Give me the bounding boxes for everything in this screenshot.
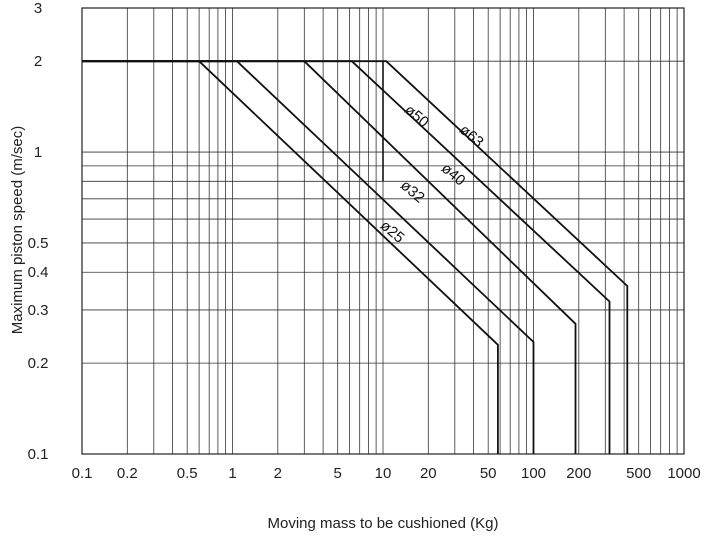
series-label: ø63	[456, 121, 487, 151]
series-label: ø50	[401, 101, 432, 131]
x-axis-label: Moving mass to be cushioned (Kg)	[268, 515, 499, 532]
x-tick-label: 5	[334, 465, 342, 482]
y-tick-label: 1	[34, 144, 42, 161]
x-tick-label: 0.5	[177, 465, 198, 482]
series-line-5	[82, 60, 629, 454]
series-line-2	[82, 60, 535, 454]
grid-minor	[82, 8, 684, 454]
y-tick-label: 0.2	[28, 355, 49, 372]
x-tick-label: 0.1	[72, 465, 93, 482]
y-tick-label: 0.4	[28, 264, 49, 281]
x-tick-label: 50	[480, 465, 497, 482]
x-tick-label: 20	[420, 465, 437, 482]
x-tick-label: 200	[566, 465, 591, 482]
series-line-3	[82, 60, 577, 454]
series-layer	[82, 60, 629, 454]
y-tick-label: 2	[34, 53, 42, 70]
x-tick-label: 500	[626, 465, 651, 482]
x-tick-label: 100	[521, 465, 546, 482]
series-line-4	[82, 60, 611, 454]
y-tick-label: 0.3	[28, 302, 49, 319]
x-tick-label: 1000	[667, 465, 700, 482]
x-tick-label: 0.2	[117, 465, 138, 482]
plot-frame	[81, 7, 685, 455]
y-tick-label: 3	[34, 0, 42, 17]
x-tick-label: 1	[228, 465, 236, 482]
y-tick-labels: 0.1 0.2 0.3 0.4 0.5 1 2 3	[28, 0, 49, 463]
y-tick-label: 0.5	[28, 235, 49, 252]
x-tick-label: 2	[274, 465, 282, 482]
series-label: ø40	[438, 160, 469, 190]
x-tick-labels: 0.1 0.2 0.5 1 2 5 10 20 50 100 200 500 1000	[72, 465, 701, 482]
series-label: ø25	[377, 217, 408, 247]
series-line-1	[82, 60, 499, 454]
x-tick-label: 10	[375, 465, 392, 482]
y-axis-label: Maximum piston speed (m/sec)	[9, 126, 26, 334]
y-tick-label: 0.1	[28, 446, 49, 463]
